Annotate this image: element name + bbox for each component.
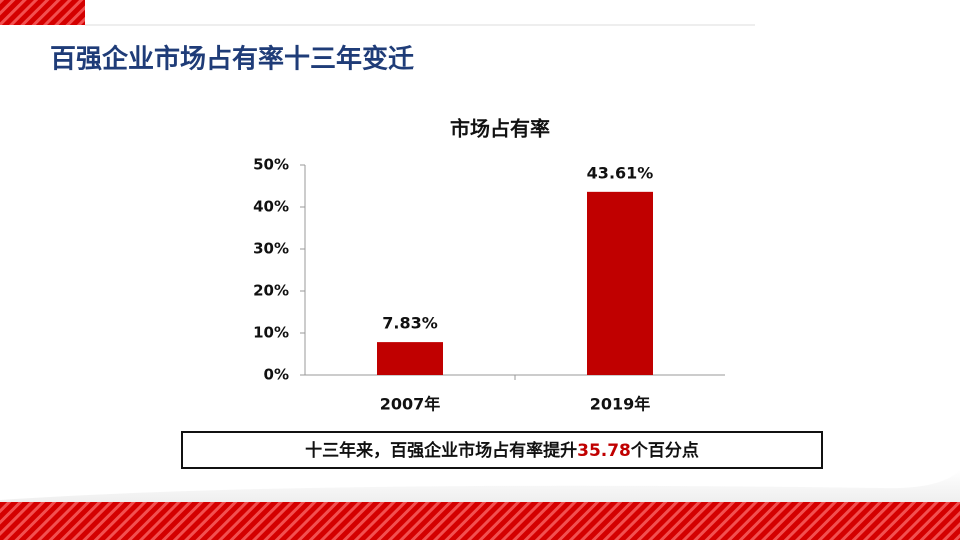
bar bbox=[377, 342, 443, 375]
y-tick-label: 30% bbox=[253, 240, 289, 258]
note-highlight: 35.78 bbox=[577, 441, 631, 461]
footer-band bbox=[0, 502, 960, 540]
note-text: 个百分点 bbox=[630, 440, 699, 461]
corner-decoration bbox=[0, 0, 85, 25]
y-tick-label: 20% bbox=[253, 282, 289, 300]
note: 十三年来，百强企业市场占有率提升35.78个百分点 bbox=[305, 440, 699, 461]
x-tick-label: 2007年 bbox=[380, 395, 441, 414]
chart-title: 市场占有率 bbox=[450, 117, 550, 141]
bar bbox=[587, 191, 653, 375]
slide-title: 百强企业市场占有率十三年变迁 bbox=[50, 44, 414, 75]
note-text: 十三年来，百强企业市场占有率提升 bbox=[305, 440, 577, 461]
y-tick-label: 10% bbox=[253, 324, 289, 342]
x-tick-label: 2019年 bbox=[590, 395, 651, 414]
y-tick-label: 40% bbox=[253, 198, 289, 216]
y-tick-label: 50% bbox=[253, 156, 289, 174]
y-tick-label: 0% bbox=[264, 366, 289, 384]
value-label: 7.83% bbox=[382, 314, 438, 333]
note-box bbox=[181, 431, 823, 469]
value-label: 43.61% bbox=[587, 163, 654, 182]
plot: 0% 10% 20% 30% 40% 50% 2007年 7.83% 2019年 43.61% bbox=[253, 156, 725, 414]
